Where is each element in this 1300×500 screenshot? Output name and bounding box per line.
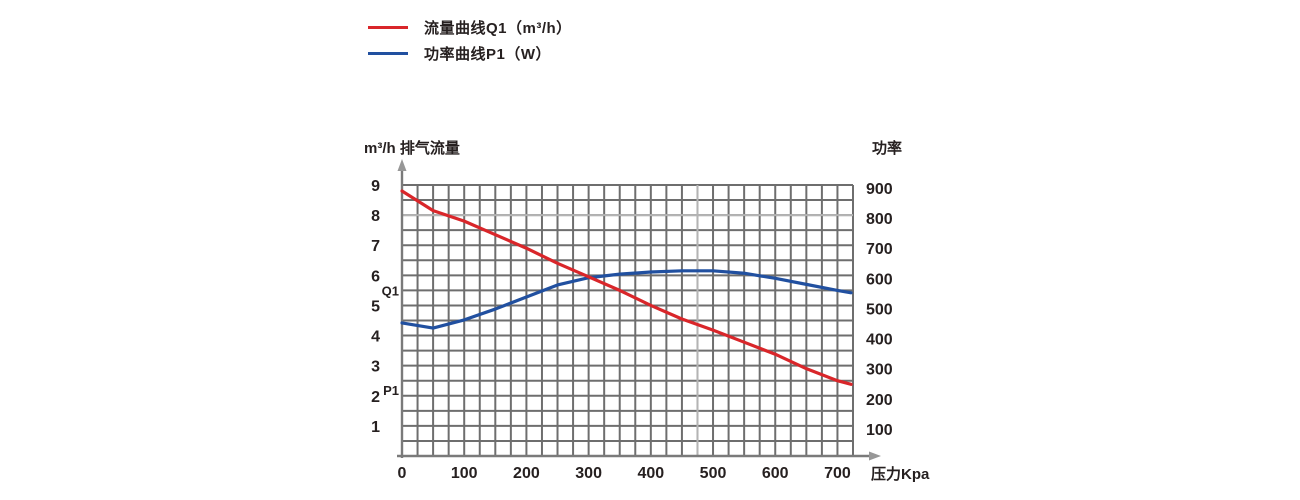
svg-text:7: 7 bbox=[371, 238, 380, 255]
svg-text:200: 200 bbox=[866, 392, 893, 409]
x-tick-labels: 0 100 200 300 400 500 600 700 bbox=[398, 465, 851, 482]
svg-text:500: 500 bbox=[866, 301, 893, 318]
svg-text:300: 300 bbox=[575, 465, 602, 482]
x-axis-arrow bbox=[869, 451, 881, 461]
x-axis-title: 压力Kpa bbox=[871, 466, 930, 483]
flow-legend-label: 流量曲线Q1（m³/h） bbox=[424, 19, 572, 37]
svg-text:400: 400 bbox=[866, 332, 893, 349]
svg-text:100: 100 bbox=[866, 422, 893, 439]
grid bbox=[401, 184, 854, 457]
svg-text:900: 900 bbox=[866, 181, 893, 198]
svg-text:700: 700 bbox=[824, 465, 851, 482]
power-line-swatch bbox=[368, 51, 408, 55]
svg-text:500: 500 bbox=[700, 465, 727, 482]
legend: 流量曲线Q1（m³/h） 功率曲线P1（W） bbox=[368, 17, 572, 69]
svg-text:Q1: Q1 bbox=[382, 283, 399, 298]
svg-text:1: 1 bbox=[371, 419, 380, 436]
left-axis-title: m³/h 排气流量 bbox=[364, 140, 460, 157]
svg-text:600: 600 bbox=[762, 465, 789, 482]
y-right-tick-labels: 900 800 700 600 500 400 300 200 100 bbox=[866, 181, 893, 439]
power-legend-label: 功率曲线P1（W） bbox=[424, 45, 552, 63]
svg-text:9: 9 bbox=[371, 178, 380, 195]
y-axis-arrow bbox=[397, 159, 407, 171]
grid-faded-lines bbox=[402, 185, 853, 456]
legend-item-power: 功率曲线P1（W） bbox=[368, 43, 572, 63]
curves bbox=[400, 189, 853, 386]
svg-text:300: 300 bbox=[866, 362, 893, 379]
flow-line-swatch bbox=[368, 25, 408, 29]
y-left-tick-labels: 9 8 7 6 5 4 3 2 1 bbox=[371, 178, 380, 436]
svg-text:6: 6 bbox=[371, 268, 380, 285]
svg-text:700: 700 bbox=[866, 241, 893, 258]
svg-text:400: 400 bbox=[637, 465, 664, 482]
svg-text:100: 100 bbox=[451, 465, 478, 482]
svg-text:5: 5 bbox=[371, 298, 380, 315]
svg-text:600: 600 bbox=[866, 271, 893, 288]
flow-curve bbox=[400, 189, 853, 386]
legend-item-flow: 流量曲线Q1（m³/h） bbox=[368, 17, 572, 37]
curve-annotations: Q1 P1 bbox=[382, 283, 399, 397]
svg-text:P1: P1 bbox=[383, 383, 399, 398]
svg-text:4: 4 bbox=[371, 329, 380, 346]
svg-text:0: 0 bbox=[398, 465, 407, 482]
svg-text:800: 800 bbox=[866, 211, 893, 228]
svg-text:2: 2 bbox=[371, 389, 380, 406]
svg-text:8: 8 bbox=[371, 208, 380, 225]
axes bbox=[397, 159, 881, 461]
power-curve bbox=[400, 269, 853, 330]
svg-text:200: 200 bbox=[513, 465, 540, 482]
svg-text:3: 3 bbox=[371, 359, 380, 376]
right-axis-title: 功率 bbox=[872, 140, 903, 157]
